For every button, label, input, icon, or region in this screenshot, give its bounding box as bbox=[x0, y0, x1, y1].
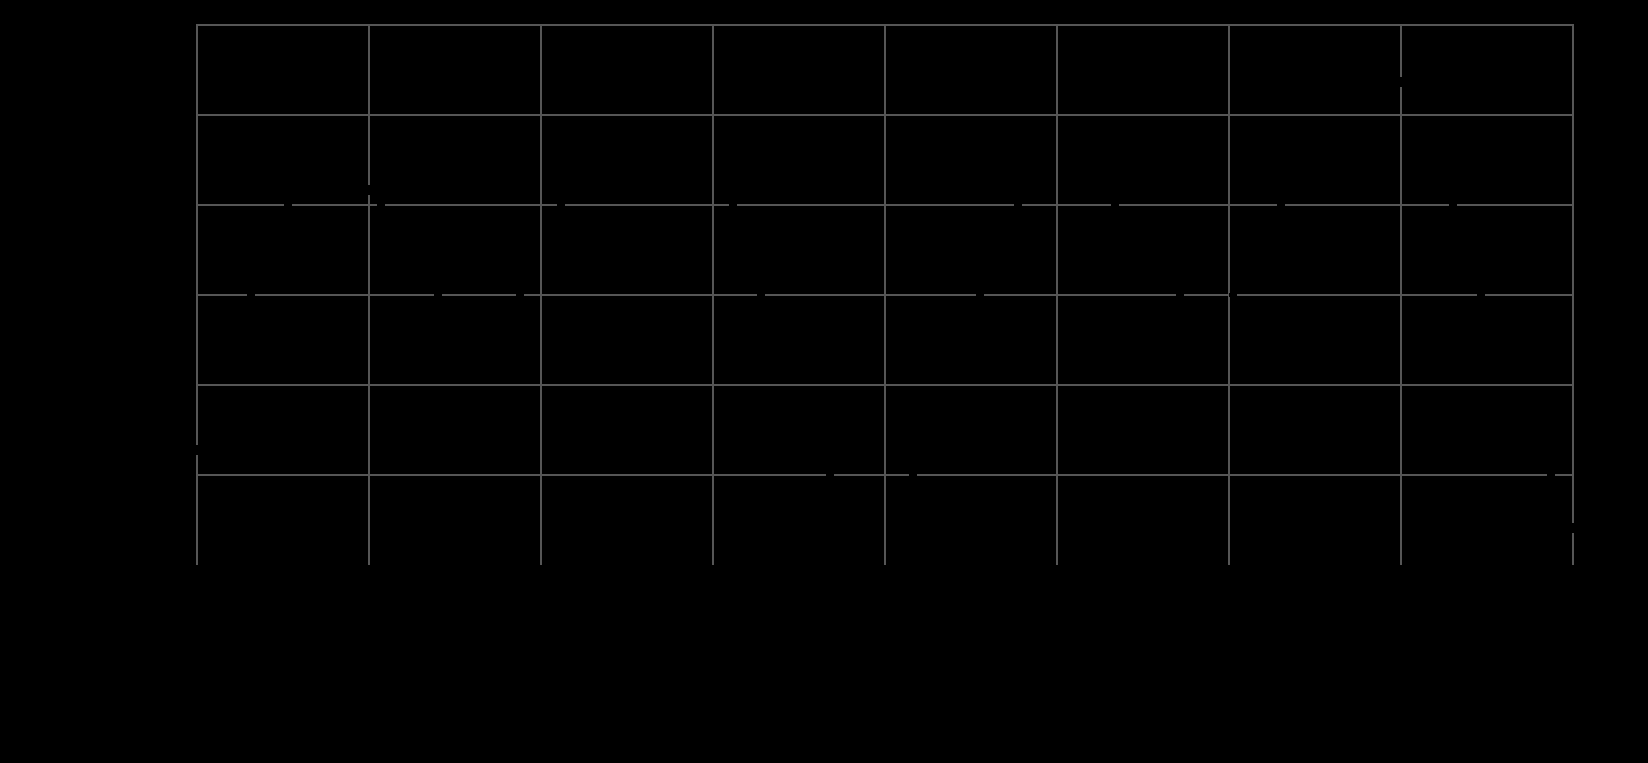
gridline-occlusion bbox=[557, 203, 565, 207]
gridline-occlusion bbox=[1399, 77, 1403, 87]
gridline-occlusion bbox=[757, 293, 765, 297]
h-gridline bbox=[196, 294, 1574, 296]
gridline-occlusion bbox=[367, 185, 371, 195]
gridline-occlusion bbox=[195, 445, 199, 455]
h-gridline bbox=[196, 114, 1574, 116]
h-gridline bbox=[196, 384, 1574, 386]
gridline-occlusion bbox=[1176, 293, 1184, 297]
gridline-occlusion bbox=[434, 293, 442, 297]
h-gridline bbox=[196, 24, 1574, 26]
h-gridline bbox=[196, 204, 1574, 206]
gridline-occlusion bbox=[909, 473, 917, 477]
gridline-occlusion bbox=[1571, 523, 1575, 533]
gridline-occlusion bbox=[1277, 203, 1285, 207]
gridline-occlusion bbox=[826, 473, 834, 477]
gridline-occlusion bbox=[1111, 203, 1119, 207]
gridline-occlusion bbox=[284, 203, 292, 207]
gridline-occlusion bbox=[377, 203, 385, 207]
h-gridline bbox=[196, 474, 1574, 476]
gridline-occlusion bbox=[1014, 203, 1022, 207]
gridline-occlusion bbox=[1449, 203, 1457, 207]
gridline-occlusion bbox=[976, 293, 984, 297]
gridline-occlusion bbox=[516, 293, 524, 297]
gridline-occlusion bbox=[729, 203, 737, 207]
gridline-occlusion bbox=[1547, 473, 1555, 477]
gridline-occlusion bbox=[1229, 293, 1237, 297]
gridline-occlusion bbox=[1477, 293, 1485, 297]
gridline-occlusion bbox=[247, 293, 255, 297]
